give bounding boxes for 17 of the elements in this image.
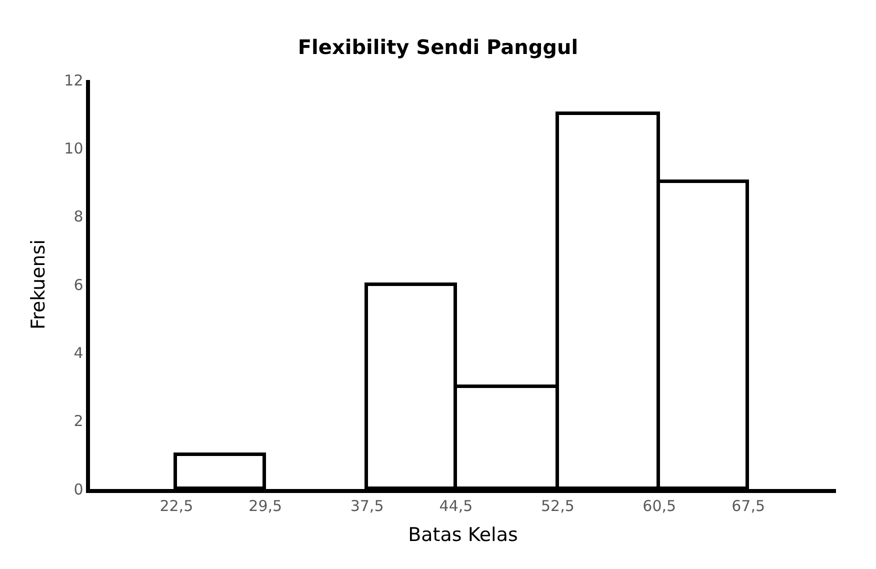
x-axis-title: Batas Kelas [408,524,518,546]
y-tick-label: 12 [64,71,84,90]
y-tick-label: 2 [74,412,84,430]
y-tick-label: 8 [74,208,84,226]
x-tick-label: 44,5 [439,496,473,515]
x-tick-label: 37,5 [350,496,384,515]
y-tick-label: 0 [74,480,84,498]
x-tick-label: 60,5 [642,496,676,515]
x-tick-label: 67,5 [732,496,766,515]
chart-title: Flexibility Sendi Panggul [298,34,578,59]
x-tick-label: 29,5 [248,496,282,515]
y-tick-label: 6 [74,276,84,294]
y-axis-title: Frekuensi [28,240,50,330]
x-tick-label: 52,5 [540,496,574,515]
y-tick-label: 4 [74,344,84,362]
x-tick-label: 22,5 [160,496,194,515]
y-tick-label: 10 [64,139,84,158]
